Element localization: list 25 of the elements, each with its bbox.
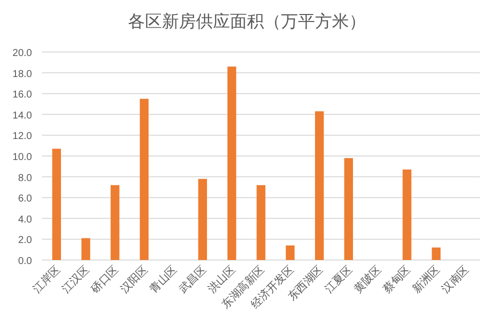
bar [198,178,207,260]
bar [227,66,236,260]
y-tick-label: 6.0 [18,194,32,205]
y-tick-label: 10.0 [12,152,32,163]
y-tick-label: 14.0 [12,110,32,122]
bar [81,238,90,260]
bar [140,98,149,260]
bar [402,170,412,260]
bar [315,111,324,260]
bar [432,248,441,260]
bar [344,158,353,260]
bar [52,148,61,260]
bar [256,185,266,260]
x-tick-label: 江岸区 [30,262,63,296]
bar [286,245,295,260]
y-tick-label: 12.0 [12,131,32,142]
bar [110,185,120,260]
y-tick-label: 18.0 [12,68,32,80]
y-tick-label: 16.0 [12,90,32,101]
y-tick-label: 0.0 [18,256,32,267]
y-tick-label: 2.0 [18,235,32,246]
chart-title: 各区新房供应面积（万平方米） [128,12,366,31]
y-tick-label: 20.0 [12,48,32,59]
y-tick-label: 8.0 [18,172,32,184]
y-tick-label: 4.0 [18,214,32,226]
